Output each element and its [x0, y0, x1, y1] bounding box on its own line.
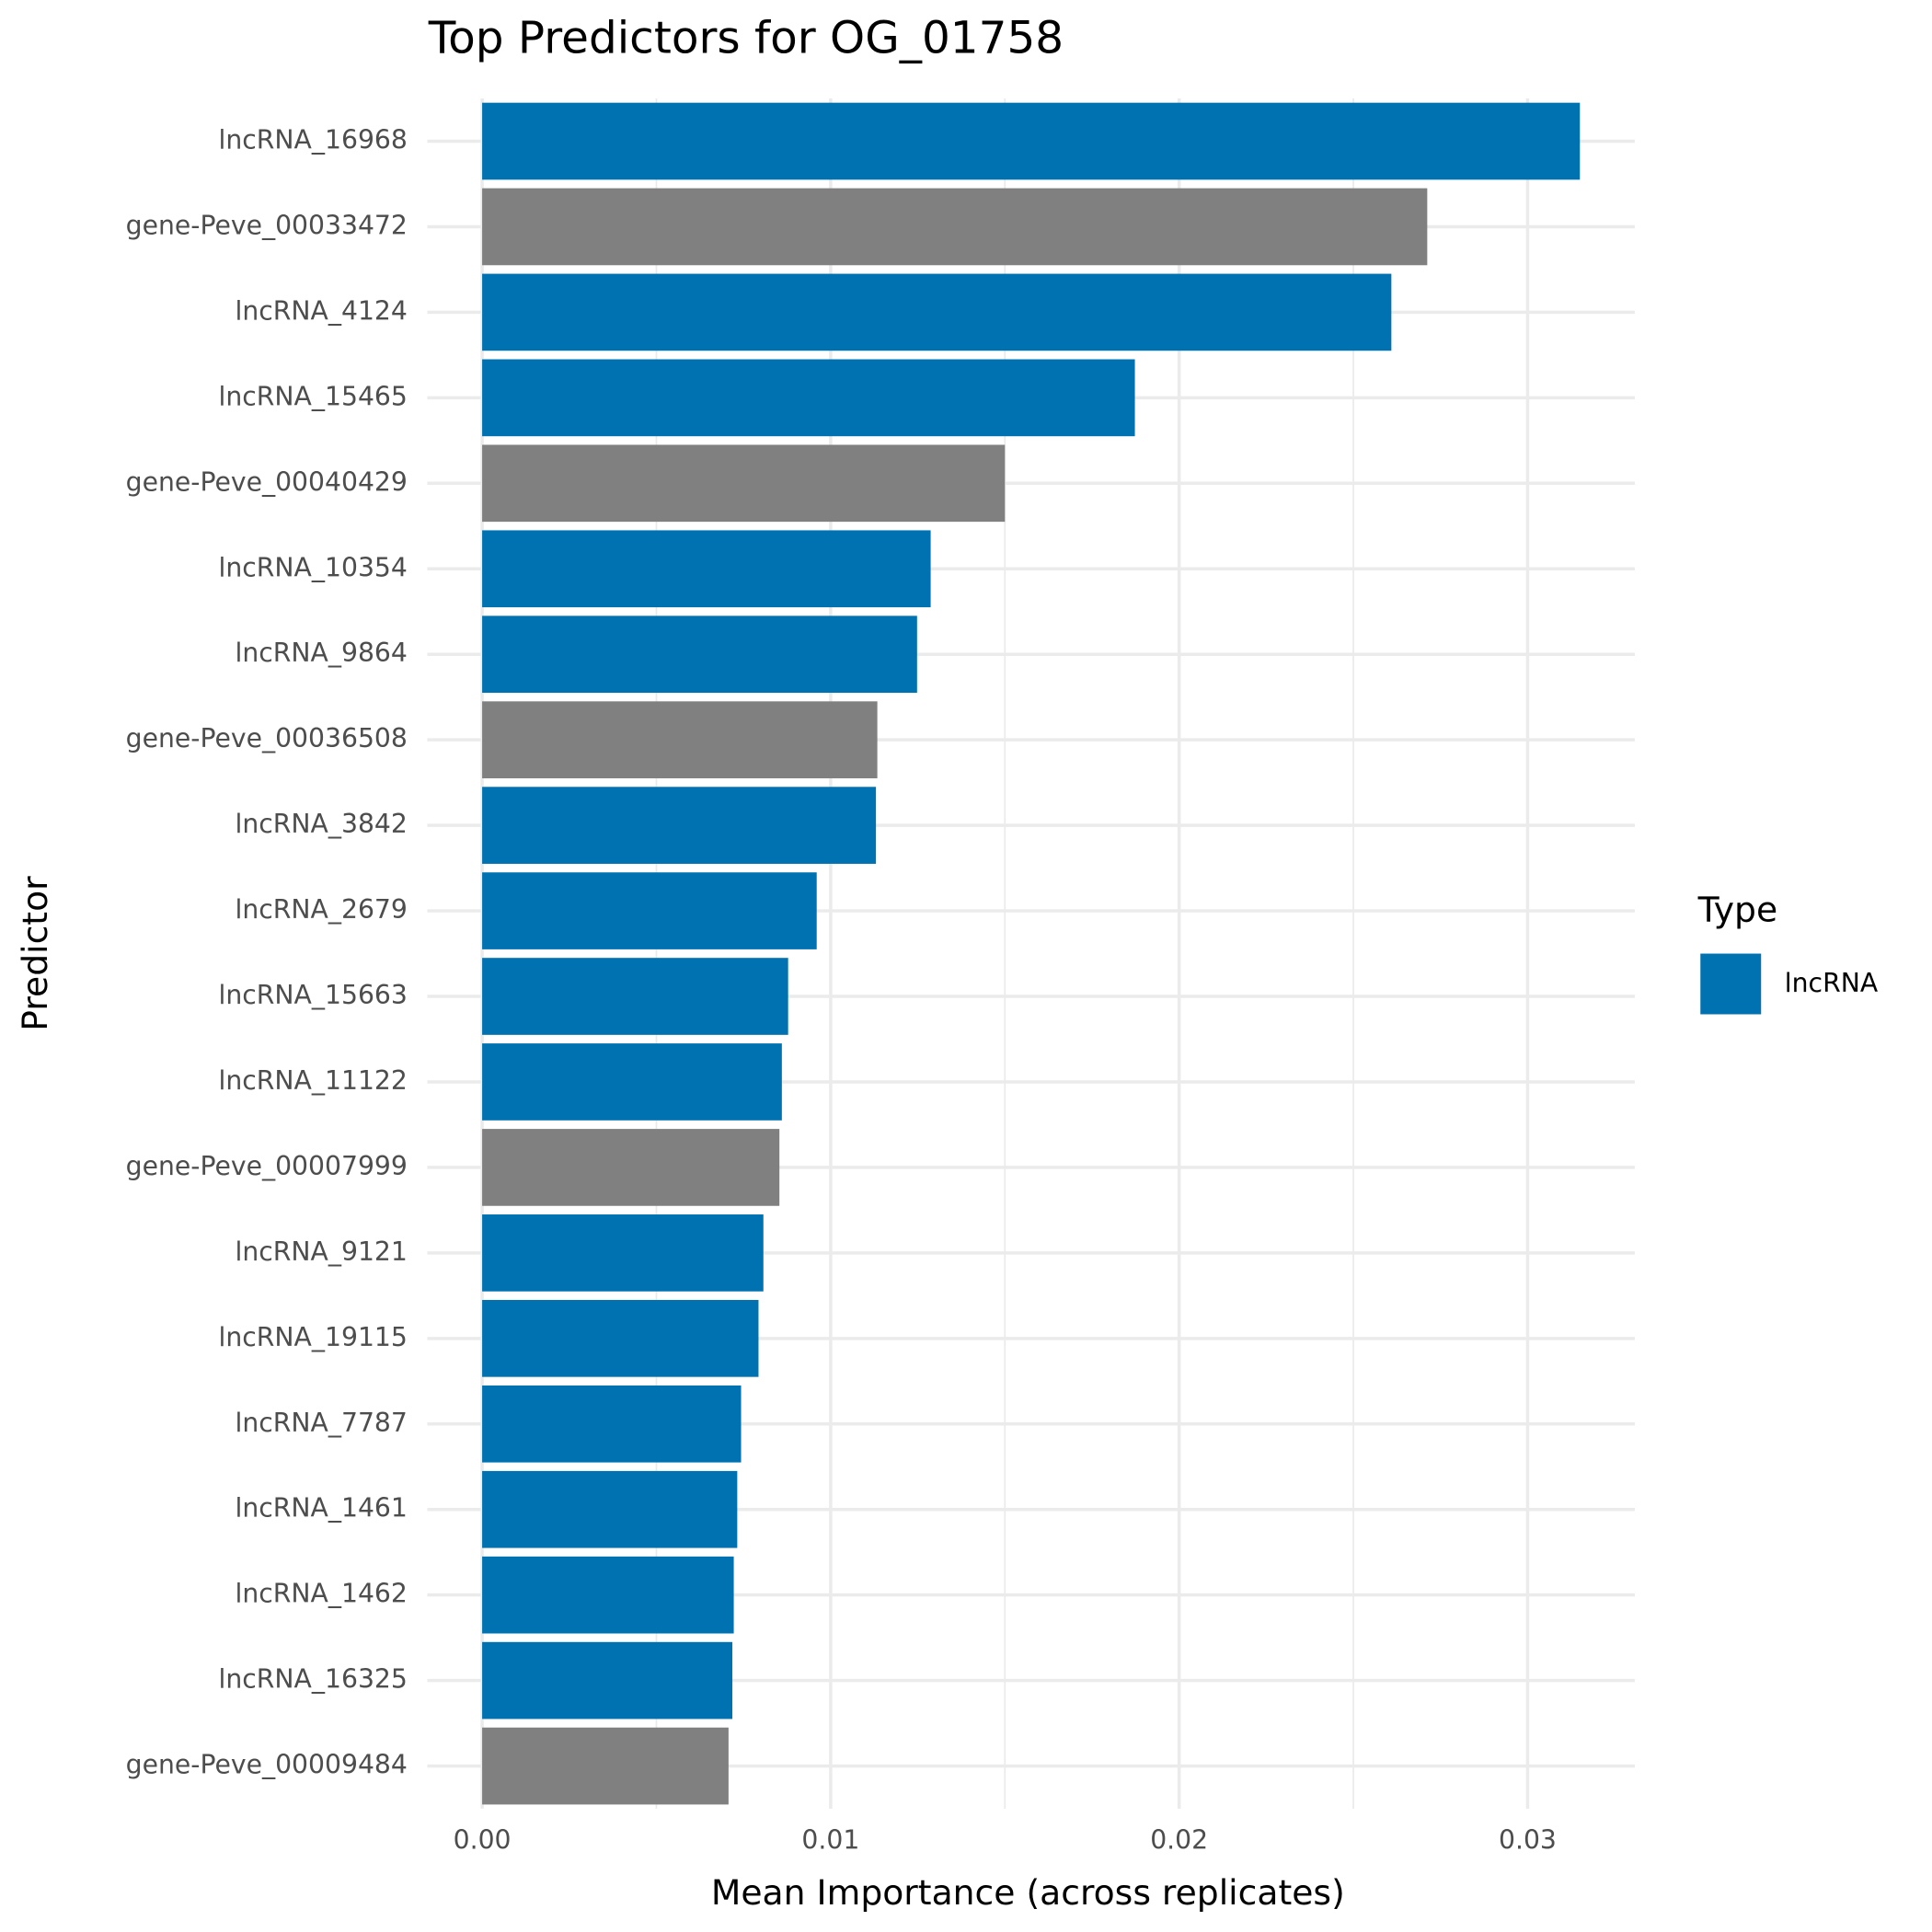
bar	[482, 1385, 742, 1463]
bar	[482, 872, 817, 949]
y-tick-label: lncRNA_10354	[219, 552, 408, 582]
y-tick-label: gene-Peve_00007999	[126, 1151, 408, 1181]
bar	[482, 1214, 764, 1292]
y-tick-label: lncRNA_19115	[219, 1322, 408, 1352]
bar	[482, 102, 1581, 180]
y-tick-label: lncRNA_7787	[235, 1408, 407, 1438]
bar	[482, 359, 1135, 437]
y-tick-label: lncRNA_15663	[219, 980, 408, 1010]
x-axis-title: Mean Importance (across replicates)	[711, 1872, 1345, 1913]
y-tick-label: lncRNA_1462	[235, 1579, 407, 1609]
x-tick-label: 0.01	[801, 1825, 859, 1856]
y-tick-label: lncRNA_3842	[235, 809, 407, 839]
y-tick-label: lncRNA_15465	[219, 381, 408, 411]
y-tick-label: lncRNA_9121	[235, 1236, 407, 1267]
y-tick-label: lncRNA_16325	[219, 1664, 408, 1695]
bar	[482, 701, 878, 778]
bar	[482, 1043, 782, 1121]
y-tick-label: lncRNA_1461	[235, 1493, 407, 1524]
legend-label: lncRNA	[1785, 968, 1879, 998]
bar	[482, 615, 917, 694]
y-tick-label: gene-Peve_00009484	[126, 1750, 408, 1780]
y-tick-label: gene-Peve_00040429	[126, 466, 408, 497]
bar	[482, 530, 931, 608]
y-tick-label: lncRNA_2679	[235, 894, 407, 925]
bar	[482, 188, 1428, 266]
bar	[482, 273, 1392, 351]
x-tick-label: 0.02	[1150, 1825, 1208, 1856]
x-tick-label: 0.00	[454, 1825, 512, 1856]
bar	[482, 958, 788, 1035]
bar	[482, 1129, 780, 1206]
y-tick-label: gene-Peve_00033472	[126, 210, 408, 240]
legend-title: Type	[1697, 889, 1778, 929]
y-axis-title: Predictor	[15, 876, 55, 1031]
y-tick-label: lncRNA_16968	[219, 124, 408, 155]
y-tick-label: lncRNA_9864	[235, 638, 407, 668]
bar	[482, 1299, 759, 1377]
legend-key	[1700, 953, 1762, 1015]
bar	[482, 1470, 738, 1548]
bar	[482, 1641, 733, 1719]
y-tick-label: gene-Peve_00036508	[126, 723, 408, 753]
bar	[482, 787, 877, 864]
x-tick-label: 0.03	[1499, 1825, 1557, 1856]
bar	[482, 1556, 734, 1634]
bar	[482, 444, 1006, 523]
bar	[482, 1727, 729, 1805]
chart-title: Top Predictors for OG_01758	[428, 12, 1064, 63]
y-tick-label: lncRNA_11122	[219, 1065, 408, 1096]
y-tick-label: lncRNA_4124	[235, 295, 407, 326]
